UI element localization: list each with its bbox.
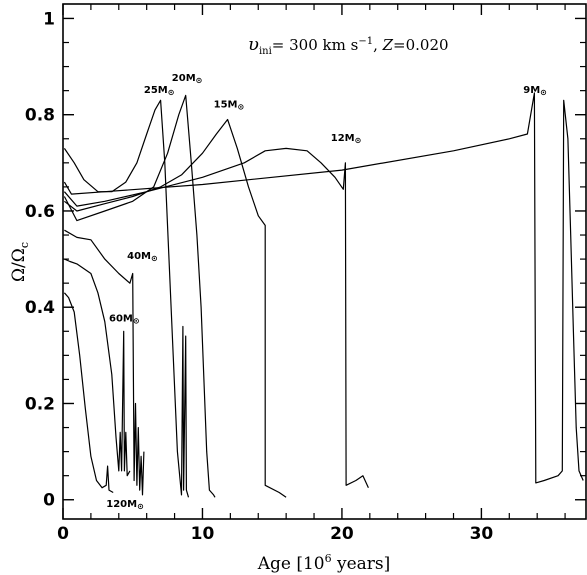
track-label-12m: 12M⊙ <box>331 133 362 145</box>
x-tick-label: 30 <box>470 524 494 544</box>
track-label-120m: 120M⊙ <box>106 499 144 511</box>
y-tick-label: 0.4 <box>25 298 55 318</box>
annotation-v-subscript: ini <box>259 46 272 57</box>
y-tick-label: 1 <box>43 9 55 29</box>
x-tick-label: 10 <box>191 524 215 544</box>
track-label-40m: 40M⊙ <box>127 251 158 263</box>
track-label-25m: 25M⊙ <box>144 85 175 97</box>
track-label-60m: 60M⊙ <box>109 314 140 326</box>
track-labels-layer: 9M⊙ 12M⊙ 15M⊙ 20M⊙25M⊙ 40M⊙ 60M⊙ 120M⊙ <box>106 73 547 511</box>
annotation-v: υ <box>248 34 259 55</box>
track-label-9m: 9M⊙ <box>523 85 547 97</box>
track-20m <box>63 94 216 498</box>
track-40m <box>64 229 145 496</box>
y-tick-label: 0.6 <box>25 202 55 222</box>
ticks-layer: 0 10 20 30 0 0.2 0.4 0.6 0.8 1 <box>25 4 586 544</box>
annotation-z-sep: , <box>373 36 383 54</box>
plot-frame <box>62 3 587 520</box>
x-axis-title-tail: years] <box>332 554 391 574</box>
curves-layer <box>63 92 584 498</box>
track-label-15m: 15M⊙ <box>214 99 245 111</box>
x-axis-title: Age [106 years] <box>257 552 391 574</box>
track-label-20m: 20M⊙ <box>172 73 203 85</box>
annotation-exponent: −1 <box>358 36 373 47</box>
track-60m <box>64 258 131 477</box>
y-tick-label: 0.2 <box>25 394 55 414</box>
y-axis-title-subscript: c <box>18 242 31 248</box>
x-tick-label: 20 <box>330 524 354 544</box>
track-25m <box>63 99 190 498</box>
track-15m <box>64 118 287 498</box>
annotation-z: Z <box>382 36 394 54</box>
y-axis-title: Ω/Ωc <box>9 242 31 282</box>
track-9m <box>63 92 584 484</box>
y-tick-label: 0 <box>43 491 55 511</box>
track-120m <box>63 292 114 494</box>
velocity-annotation: υini= 300 km s−1, Z=0.020 <box>248 34 449 57</box>
annotation-equals: = 300 km s <box>272 36 359 54</box>
x-axis-title-exponent: 6 <box>325 552 332 565</box>
track-12m <box>63 147 369 488</box>
y-tick-label: 0.8 <box>25 106 55 126</box>
annotation-z-value: =0.020 <box>393 36 449 54</box>
x-tick-label: 0 <box>57 524 69 544</box>
